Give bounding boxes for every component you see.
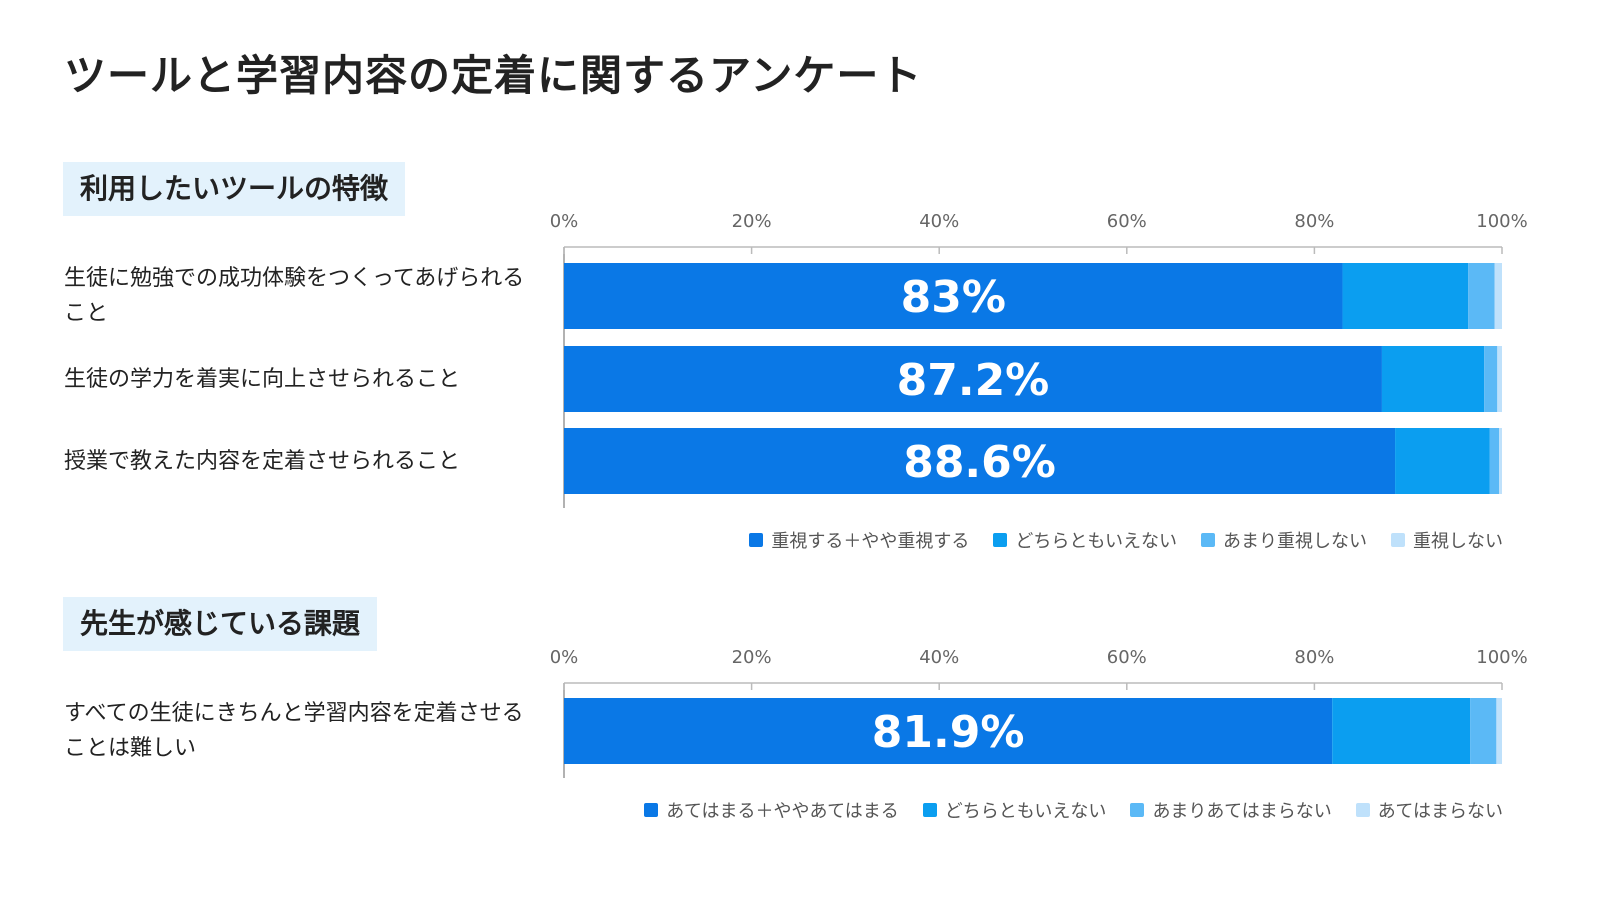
x-tick-label: 0% <box>550 647 579 668</box>
bar-segment <box>1499 428 1502 494</box>
category-label: 生徒に勉強での成功体験をつくってあげられること <box>64 266 525 326</box>
x-tick-label: 0% <box>550 211 579 232</box>
bar-segment <box>564 346 1382 412</box>
bar-segment <box>1497 346 1502 412</box>
section-heading: 利用したいツールの特徴 <box>63 162 406 216</box>
value-label: 88.6% <box>903 437 1056 488</box>
legend-item: 重視する＋やや重視する <box>749 527 969 553</box>
x-tick-label: 20% <box>732 647 772 668</box>
bar-segment <box>1468 263 1495 329</box>
legend-swatch <box>1130 803 1145 817</box>
bar-segment <box>1496 698 1502 764</box>
bar-segment <box>1489 428 1500 494</box>
value-label: 81.9% <box>872 707 1025 758</box>
legend: 重視する＋やや重視する どちらともいえない あまり重視しない 重視しない <box>749 527 1503 553</box>
value-label: 87.2% <box>897 355 1050 406</box>
bar-segment <box>1332 698 1471 764</box>
legend-item: あまりあてはまらない <box>1130 797 1332 823</box>
bar-segment <box>1381 346 1485 412</box>
section-heading: 先生が感じている課題 <box>63 597 378 651</box>
x-tick-label: 40% <box>919 647 959 668</box>
bar-segment <box>564 428 1396 494</box>
x-tick-label: 100% <box>1476 211 1527 232</box>
bar-segment <box>564 698 1333 764</box>
category-label: 授業で教えた内容を定着させられること <box>64 448 461 474</box>
legend-label: あまり重視しない <box>1223 531 1367 552</box>
x-tick-label: 60% <box>1107 647 1147 668</box>
legend-item: どちらともいえない <box>993 527 1177 553</box>
legend-swatch <box>644 803 659 817</box>
legend-label: あてはまらない <box>1377 801 1503 822</box>
legend-swatch <box>993 533 1008 547</box>
legend-label: あてはまる＋ややあてはまる <box>666 801 899 822</box>
legend-item: 重視しない <box>1391 527 1503 553</box>
legend-label: あまりあてはまらない <box>1152 801 1332 822</box>
value-label: 83% <box>901 272 1006 323</box>
bar-segment <box>1484 346 1498 412</box>
x-tick-label: 20% <box>732 211 772 232</box>
legend-item: あてはまる＋ややあてはまる <box>644 797 899 823</box>
legend-item: あまり重視しない <box>1201 527 1367 553</box>
bar-segment <box>1494 263 1502 329</box>
legend-swatch <box>1391 533 1405 547</box>
bar-segment <box>564 263 1343 329</box>
legend-item: あてはまらない <box>1355 797 1503 823</box>
legend-item: どちらともいえない <box>922 797 1107 823</box>
category-label: すべての生徒にきちんと学習内容を定着させることは難しい <box>64 701 524 761</box>
x-tick-label: 60% <box>1107 211 1147 232</box>
legend-swatch <box>1201 533 1215 547</box>
legend-label: 重視しない <box>1413 531 1503 552</box>
legend-label: 重視する＋やや重視する <box>771 531 970 552</box>
bar-segment <box>1470 698 1497 764</box>
x-tick-label: 80% <box>1294 211 1334 232</box>
legend-swatch <box>922 803 937 817</box>
legend-label: どちらともいえない <box>944 801 1107 822</box>
bar-segment <box>1395 428 1490 494</box>
legend-label: どちらともいえない <box>1015 531 1177 552</box>
legend: あてはまる＋ややあてはまる どちらともいえない あまりあてはまらない あてはまらない <box>644 797 1503 823</box>
page-title: ツールと学習内容の定着に関するアンケート <box>64 51 923 100</box>
bar-segment <box>1342 263 1469 329</box>
legend-swatch <box>1355 803 1370 817</box>
legend-swatch <box>749 533 764 547</box>
category-label: 生徒の学力を着実に向上させられること <box>64 366 461 392</box>
x-tick-label: 100% <box>1476 647 1527 668</box>
x-tick-label: 80% <box>1294 647 1334 668</box>
x-tick-label: 40% <box>919 211 959 232</box>
